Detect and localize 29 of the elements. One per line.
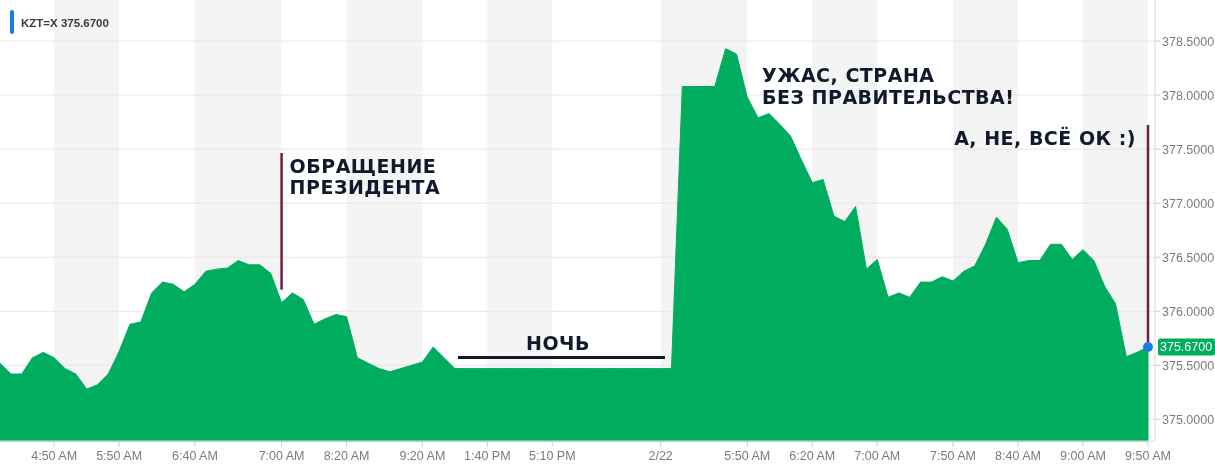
- y-tick-label: 375.5000: [1162, 358, 1215, 373]
- x-tick-label: 5:50 AM: [724, 449, 771, 463]
- x-tick-label: 9:20 AM: [399, 449, 446, 463]
- x-tick-label: 9:50 AM: [1125, 449, 1171, 463]
- x-tick-label: 4:50 AM: [31, 449, 78, 463]
- x-tick-label: 5:50 AM: [96, 449, 143, 463]
- annotation: НОЧЬ: [526, 331, 590, 354]
- y-tick-label: 376.0000: [1162, 304, 1215, 319]
- x-tick-label: 6:20 AM: [789, 449, 836, 463]
- x-tick-label: 2/22: [648, 449, 673, 463]
- y-tick-label: 378.0000: [1162, 88, 1215, 103]
- x-tick-label: 7:00 AM: [854, 449, 901, 463]
- annotation: УЖАС, СТРАНА БЕЗ ПРАВИТЕЛЬСТВА!: [762, 64, 1015, 108]
- x-tick-label: 1:40 PM: [464, 449, 511, 463]
- x-tick-label: 7:50 AM: [930, 449, 976, 463]
- y-tick-label: 376.5000: [1162, 250, 1215, 265]
- annotation: ОБРАЩЕНИЕ ПРЕЗИДЕНТА: [289, 155, 441, 198]
- x-tick-label: 7:00 AM: [258, 449, 305, 463]
- y-tick-label: 377.5000: [1162, 142, 1215, 157]
- y-tick-label: 375.0000: [1162, 412, 1215, 427]
- x-tick-label: 6:40 AM: [172, 449, 218, 463]
- x-tick-label: 9:00 AM: [1060, 449, 1106, 463]
- text: KZT=X 375.6700: [21, 17, 109, 29]
- x-tick-label: 8:20 AM: [323, 449, 370, 463]
- x-tick-label: 5:10 PM: [529, 449, 576, 463]
- y-tick-label: 378.5000: [1162, 34, 1215, 49]
- annotation: А, НЕ, ВСЁ ОК :): [954, 126, 1136, 149]
- x-tick-label: 8:40 AM: [995, 449, 1041, 463]
- y-tick-label: 377.0000: [1162, 196, 1215, 211]
